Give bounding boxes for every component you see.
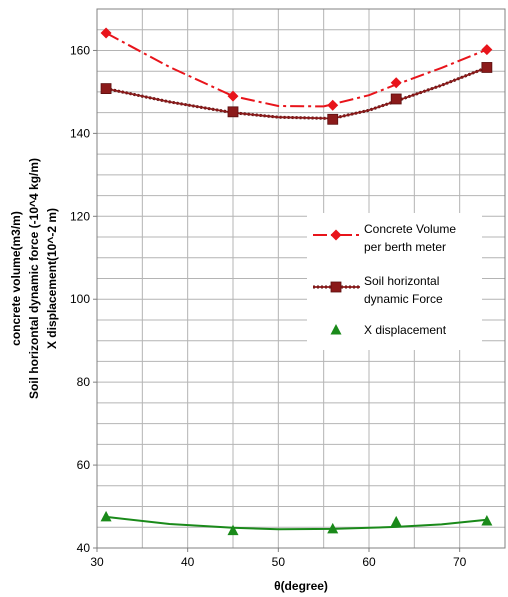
y-axis-title-line: X displacement(10^-2 m)	[45, 208, 59, 349]
triangle-marker	[100, 510, 112, 522]
legend: Concrete Volume per berth meter Soil horiz…	[307, 213, 482, 350]
series-2	[100, 62, 493, 125]
diamond-marker	[100, 27, 112, 39]
legend-label: dynamic Force	[364, 292, 443, 306]
y-axis-title-line: Soil horizontal dynamic force (-10^4 kg/…	[27, 158, 41, 399]
legend-label: Soil horizontal	[364, 274, 439, 288]
legend-label: per berth meter	[364, 240, 446, 254]
y-tick-label: 120	[70, 209, 90, 223]
square-marker	[330, 281, 342, 293]
triangle-marker	[330, 324, 342, 335]
square-marker	[481, 62, 493, 73]
x-tick-label: 30	[90, 555, 104, 569]
series-line	[105, 515, 488, 531]
x-axis-title: θ(degree)	[274, 579, 328, 593]
plot-area	[96, 8, 506, 549]
legend-entry: Concrete Volume per berth meter	[313, 222, 456, 254]
series-line-shadow	[105, 66, 488, 120]
square-marker	[390, 93, 402, 105]
diamond-marker	[327, 99, 339, 111]
x-axis: 30 40 50 60 70	[90, 548, 467, 569]
y-tick-label: 160	[70, 43, 90, 57]
x-tick-label: 40	[181, 555, 195, 569]
legend-label: Concrete Volume	[364, 222, 456, 236]
square-marker	[327, 113, 339, 125]
y-tick-label: 40	[77, 541, 91, 555]
diamond-marker	[330, 229, 342, 241]
y-axis-title-line: concrete volume(m3/m)	[9, 211, 23, 346]
diamond-marker	[481, 44, 493, 56]
legend-label: X displacement	[364, 323, 447, 337]
series-line	[105, 32, 488, 108]
y-axis: 40 60 80 100 120 140 160	[70, 43, 97, 555]
series-line	[105, 66, 488, 120]
x-tick-label: 60	[362, 555, 376, 569]
diamond-marker	[227, 90, 239, 102]
triangle-marker	[327, 522, 339, 534]
x-tick-label: 50	[272, 555, 286, 569]
legend-entry: Soil horizontal dynamic Force	[313, 274, 443, 306]
series-3	[100, 510, 493, 536]
square-marker	[100, 83, 112, 95]
triangle-marker	[481, 515, 493, 526]
series-layer	[100, 27, 493, 536]
y-tick-label: 80	[77, 375, 91, 389]
y-tick-label: 100	[70, 292, 90, 306]
y-tick-label: 60	[77, 458, 91, 472]
square-marker	[227, 106, 239, 118]
triangle-marker	[227, 524, 239, 536]
triangle-marker	[390, 515, 402, 527]
diamond-marker	[390, 77, 402, 89]
x-tick-label: 70	[453, 555, 467, 569]
legend-entry: X displacement	[330, 323, 447, 337]
series-1	[100, 27, 493, 111]
y-axis-title: concrete volume(m3/m) Soil horizontal dyn…	[9, 158, 59, 399]
y-tick-label: 140	[70, 126, 90, 140]
